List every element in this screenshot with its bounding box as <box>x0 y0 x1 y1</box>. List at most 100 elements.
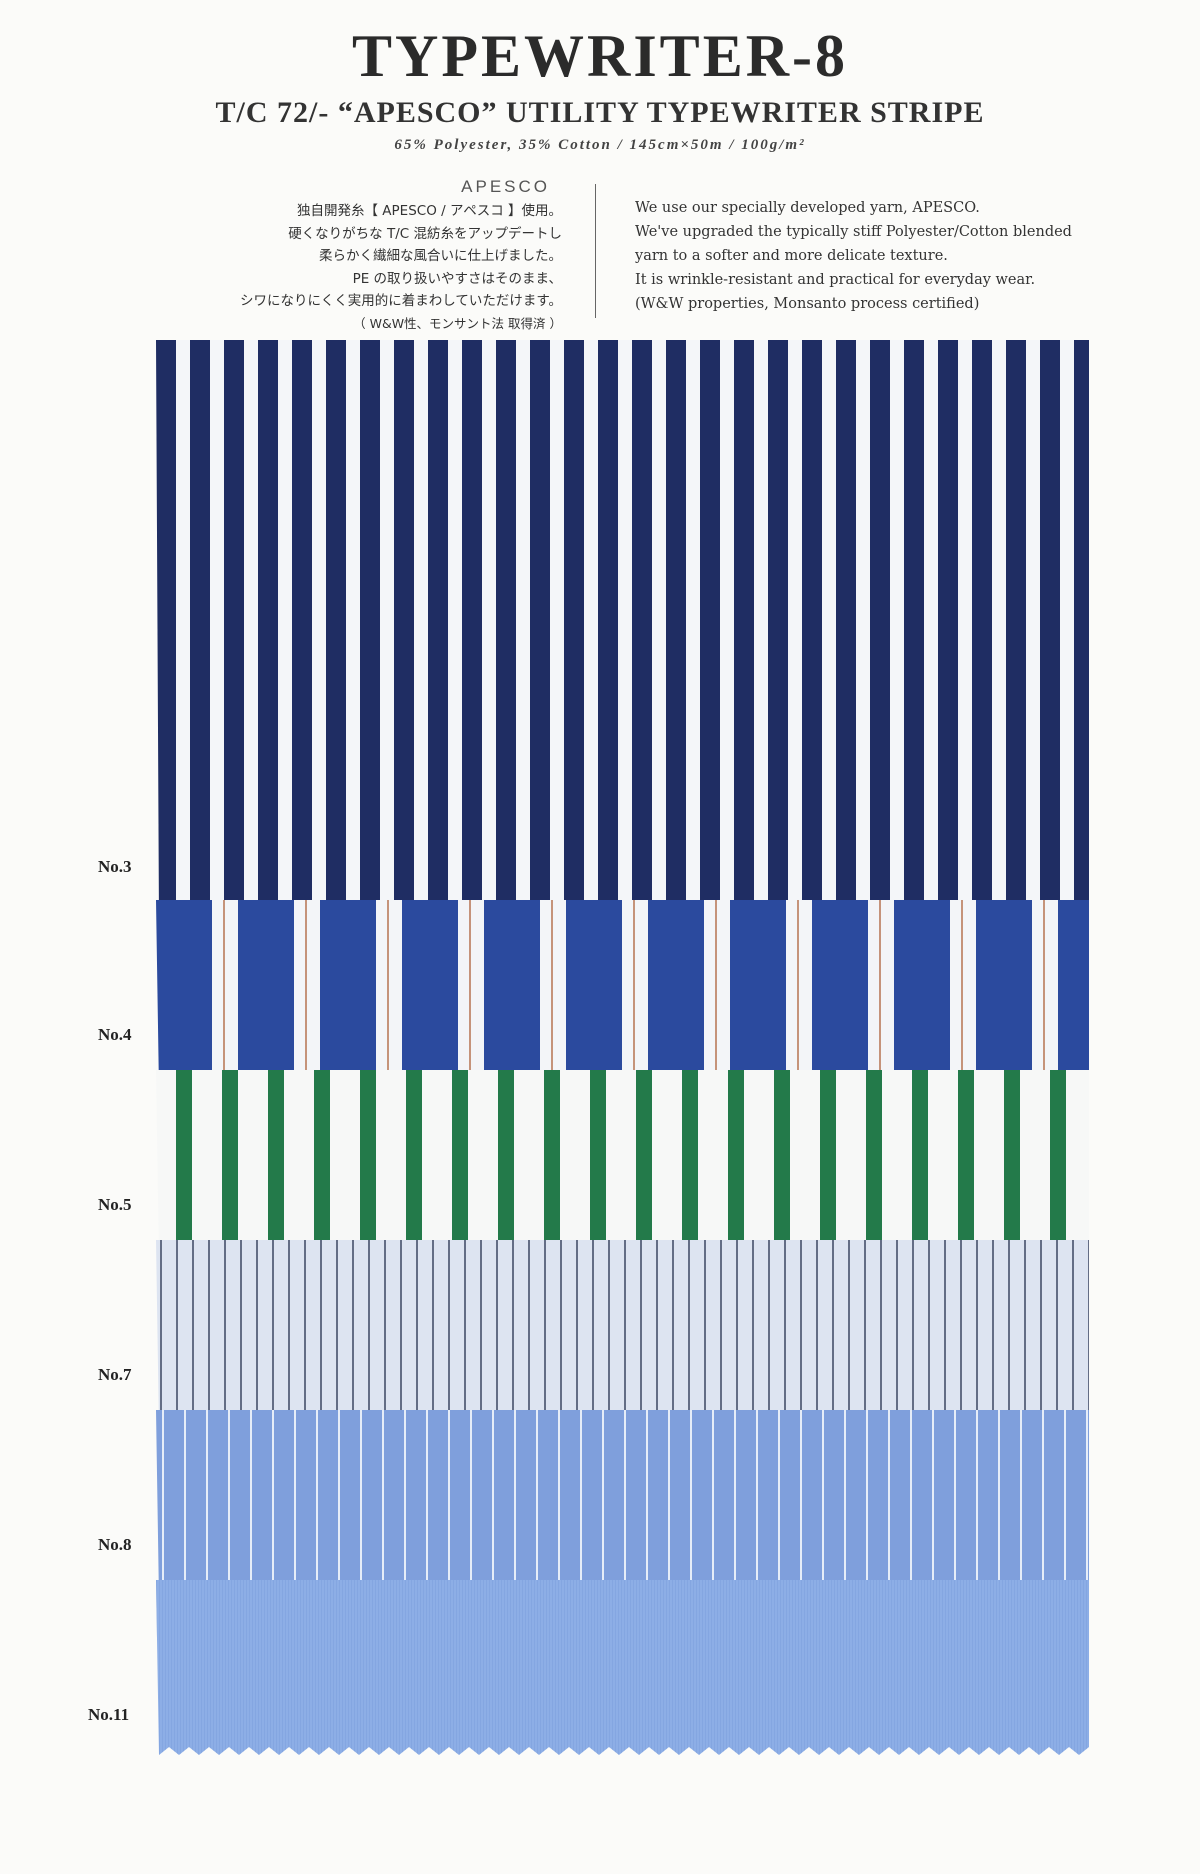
swatch-label: No.8 <box>98 1535 132 1554</box>
chambray-thread <box>540 1580 541 1755</box>
chambray-thread <box>507 1580 508 1755</box>
chambray-thread <box>1053 1580 1054 1755</box>
chambray-thread <box>231 1580 232 1755</box>
chambray-thread <box>381 1580 382 1755</box>
chambray-thread <box>249 1580 250 1755</box>
chambray-thread <box>561 1580 562 1755</box>
chambray-thread <box>648 1580 649 1755</box>
chambray-thread <box>234 1580 235 1755</box>
pin-stripe <box>768 1240 770 1430</box>
chambray-thread <box>588 1580 589 1755</box>
chambray-thread <box>165 1580 166 1755</box>
english-description: We use our specially developed yarn, APE… <box>635 196 1105 316</box>
accent-pin-stripe <box>961 900 963 1090</box>
green-stripe <box>268 1070 284 1260</box>
white-pin-stripe <box>404 1410 406 1600</box>
chambray-thread <box>204 1580 205 1755</box>
chambray-thread <box>1005 1580 1006 1755</box>
chambray-thread <box>543 1580 544 1755</box>
chambray-thread <box>258 1580 259 1755</box>
chambray-thread <box>858 1580 859 1755</box>
chambray-thread <box>978 1580 979 1755</box>
pin-stripe <box>704 1240 706 1430</box>
chambray-thread <box>369 1580 370 1755</box>
white-pin-stripe <box>338 1410 340 1600</box>
green-stripe <box>820 1070 836 1260</box>
chambray-thread <box>573 1580 574 1755</box>
chambray-thread <box>687 1580 688 1755</box>
chambray-thread <box>699 1580 700 1755</box>
chambray-thread <box>966 1580 967 1755</box>
chambray-thread <box>1023 1580 1024 1755</box>
chambray-thread <box>939 1580 940 1755</box>
chambray-thread <box>324 1580 325 1755</box>
navy-stripe <box>258 340 278 925</box>
chambray-thread <box>1041 1580 1042 1755</box>
chambray-thread <box>666 1580 667 1755</box>
chambray-thread <box>900 1580 901 1755</box>
pin-stripe <box>1056 1240 1058 1430</box>
white-pin-stripe <box>492 1410 494 1600</box>
blue-block-stripe <box>402 900 458 1090</box>
chambray-thread <box>885 1580 886 1755</box>
green-stripe <box>406 1070 422 1260</box>
chambray-thread <box>1077 1580 1078 1755</box>
chambray-thread <box>516 1580 517 1755</box>
navy-stripe <box>1074 340 1089 925</box>
green-stripe <box>498 1070 514 1260</box>
pin-stripe <box>896 1240 898 1430</box>
chambray-thread <box>264 1580 265 1755</box>
white-pin-stripe <box>822 1410 824 1600</box>
white-pin-stripe <box>536 1410 538 1600</box>
accent-pin-stripe <box>305 900 307 1090</box>
chambray-thread <box>216 1580 217 1755</box>
chambray-thread <box>246 1580 247 1755</box>
chambray-thread <box>984 1580 985 1755</box>
chambray-thread <box>828 1580 829 1755</box>
chambray-thread <box>606 1580 607 1755</box>
chambray-thread <box>558 1580 559 1755</box>
chambray-thread <box>696 1580 697 1755</box>
chambray-thread <box>198 1580 199 1755</box>
chambray-thread <box>816 1580 817 1755</box>
chambray-thread <box>210 1580 211 1755</box>
chambray-thread <box>732 1580 733 1755</box>
apesco-brand-mark: APESCO <box>461 177 550 196</box>
swatch-graphic <box>156 340 1089 925</box>
accent-pin-stripe <box>633 900 635 1090</box>
chambray-thread <box>780 1580 781 1755</box>
chambray-thread <box>447 1580 448 1755</box>
pin-stripe <box>1072 1240 1074 1430</box>
chambray-thread <box>1083 1580 1084 1755</box>
green-stripe <box>1050 1070 1066 1260</box>
blue-block-stripe <box>812 900 868 1090</box>
pin-stripe <box>192 1240 194 1430</box>
white-pin-stripe <box>514 1410 516 1600</box>
chambray-thread <box>183 1580 184 1755</box>
chambray-thread <box>195 1580 196 1755</box>
navy-stripe <box>598 340 618 925</box>
chambray-thread <box>936 1580 937 1755</box>
chambray-thread <box>1068 1580 1069 1755</box>
jp-line: 独自開発糸【 APESCO / アペスコ 】使用。 <box>297 203 562 219</box>
chambray-thread <box>789 1580 790 1755</box>
chambray-thread <box>603 1580 604 1755</box>
accent-pin-stripe <box>551 900 553 1090</box>
pin-stripe <box>784 1240 786 1430</box>
column-divider <box>595 184 596 318</box>
chambray-thread <box>291 1580 292 1755</box>
chambray-thread <box>444 1580 445 1755</box>
pin-stripe <box>160 1240 162 1430</box>
jp-line: 硬くなりがちな T/C 混紡糸をアップデートし <box>288 225 562 242</box>
accent-pin-stripe <box>387 900 389 1090</box>
chambray-thread <box>1056 1580 1057 1755</box>
en-line: We've upgraded the typically stiff Polye… <box>635 224 1072 240</box>
pin-stripe <box>256 1240 258 1430</box>
chambray-thread <box>423 1580 424 1755</box>
accent-pin-stripe <box>797 900 799 1090</box>
navy-stripe <box>462 340 482 925</box>
chambray-thread <box>243 1580 244 1755</box>
white-pin-stripe <box>316 1410 318 1600</box>
chambray-thread <box>360 1580 361 1755</box>
chambray-thread <box>795 1580 796 1755</box>
